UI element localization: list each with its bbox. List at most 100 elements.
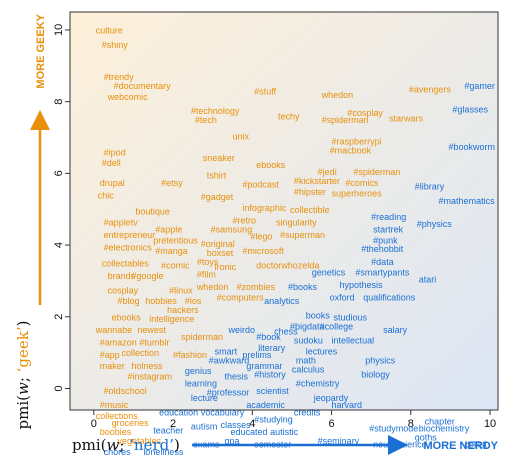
word-point-geek: whedon xyxy=(196,282,229,292)
word-point-nerd: #books xyxy=(288,282,318,292)
y-tick-label: 8 xyxy=(53,99,65,105)
word-point-nerd: autistic xyxy=(270,427,299,437)
word-point-geek: #electronics xyxy=(104,242,153,252)
word-point-geek: #technology xyxy=(191,106,240,116)
word-point-geek: #zombies xyxy=(236,282,275,292)
word-point-geek: #manga xyxy=(155,246,188,256)
y-axis-title: pmi(w; ‘geek’) xyxy=(14,321,32,430)
word-point-nerd: vocabulary xyxy=(201,407,245,417)
word-point-geek: #tumblr xyxy=(139,337,169,347)
word-point-geek: starwars xyxy=(389,113,424,123)
word-point-geek: newest xyxy=(137,325,166,335)
word-point-nerd: qualifications xyxy=(363,293,416,303)
word-point-nerd: cellist xyxy=(464,440,487,450)
word-point-nerd: #data xyxy=(371,257,394,267)
word-point-geek: ebooks xyxy=(256,160,286,170)
word-point-nerd: teacher xyxy=(153,425,183,435)
word-point-geek: #fashion xyxy=(173,350,207,360)
word-point-nerd: math xyxy=(296,355,316,365)
word-point-geek: collectible xyxy=(290,205,330,215)
word-point-nerd: biology xyxy=(361,370,390,380)
word-point-nerd: biochemistry xyxy=(419,424,470,434)
word-point-nerd: #book xyxy=(256,332,281,342)
word-point-geek: #avengers xyxy=(409,85,452,95)
word-point-geek: whedon xyxy=(321,90,354,100)
word-point-geek: zelda xyxy=(298,260,320,270)
x-tick-label: 4 xyxy=(249,418,255,430)
word-point-nerd: #studymode xyxy=(369,424,418,434)
word-point-geek: holness xyxy=(131,361,163,371)
word-point-nerd: chapter xyxy=(425,416,455,426)
word-point-geek: #kickstarter xyxy=(294,176,340,186)
x-tick-label: 2 xyxy=(170,418,176,430)
word-point-nerd: #studying xyxy=(254,415,293,425)
y-direction-label: MORE GEEKY xyxy=(35,13,47,88)
word-point-geek: #stuff xyxy=(254,86,276,96)
word-point-nerd: prelims xyxy=(242,350,272,360)
word-point-nerd: #awkward xyxy=(209,355,250,365)
word-point-nerd: studious xyxy=(334,312,368,322)
word-point-geek: maker xyxy=(100,361,125,371)
word-point-geek: chic xyxy=(98,190,115,200)
word-point-nerd: hypothesis xyxy=(339,280,383,290)
word-point-nerd: salary xyxy=(383,325,408,335)
word-point-geek: #oldschool xyxy=(104,386,147,396)
word-point-geek: #comic xyxy=(161,260,190,270)
word-point-geek: #spiderman xyxy=(322,115,369,125)
word-point-geek: #computers xyxy=(217,293,265,303)
word-point-nerd: education xyxy=(159,407,198,417)
x-axis-ticks: 0 2 4 6 8 10 xyxy=(91,410,496,430)
x-tick-label: 0 xyxy=(91,418,97,430)
word-point-geek: #ios xyxy=(185,296,202,306)
word-point-geek: #trendy xyxy=(104,72,135,82)
word-point-nerd: weirdo xyxy=(228,325,256,335)
word-point-nerd: #bigdata xyxy=(290,321,325,331)
word-point-nerd: learning xyxy=(185,379,217,389)
word-point-nerd: genetics xyxy=(312,268,346,278)
y-tick-label: 2 xyxy=(53,314,65,320)
x-axis-title: pmi(w; ‘nerd’) xyxy=(72,436,180,454)
word-point-nerd: smart xyxy=(215,346,238,356)
word-point-nerd: gpa xyxy=(225,436,240,446)
word-point-geek: #original xyxy=(201,239,235,249)
word-point-geek: #gadget xyxy=(201,192,234,202)
word-point-nerd: #college xyxy=(320,321,354,331)
word-point-geek: #spiderman xyxy=(353,167,400,177)
word-point-nerd: academic xyxy=(246,400,285,410)
word-point-geek: hobbies xyxy=(145,296,177,306)
y-tick-label: 4 xyxy=(53,242,65,248)
word-point-geek: collectables xyxy=(102,259,150,269)
word-point-geek: #hipster xyxy=(294,187,326,197)
word-point-nerd: #smartypants xyxy=(355,268,410,278)
word-point-geek: culture xyxy=(96,26,123,36)
word-point-nerd: jeopardy xyxy=(313,393,349,403)
word-point-geek: #documentary xyxy=(114,81,172,91)
word-point-nerd: harvard xyxy=(332,400,363,410)
x-tick-label: 10 xyxy=(484,418,496,430)
word-point-geek: #music xyxy=(100,400,129,410)
word-point-nerd: #bookworm xyxy=(448,142,495,152)
word-point-nerd: lectures xyxy=(306,346,338,356)
word-point-nerd: atari xyxy=(419,275,437,285)
word-point-nerd: #reading xyxy=(371,212,406,222)
y-axis-ticks: 0 2 4 6 8 10 xyxy=(53,24,70,392)
word-point-geek: entrepreneur xyxy=(104,230,156,240)
word-point-geek: singularity xyxy=(276,217,317,227)
word-point-geek: techy xyxy=(278,112,300,122)
word-point-geek: #raspberrypi xyxy=(332,137,382,147)
word-point-nerd: grammar xyxy=(246,361,282,371)
word-point-geek: superheroes xyxy=(332,189,383,199)
word-point-nerd: analytics xyxy=(264,296,300,306)
word-point-nerd: goths xyxy=(415,432,438,442)
word-point-nerd: oxford xyxy=(330,293,355,303)
word-point-nerd: #gamer xyxy=(464,81,495,91)
word-point-geek: #dell xyxy=(102,158,121,168)
word-point-geek: webcomic xyxy=(107,92,149,102)
word-point-geek: boobies xyxy=(100,427,132,437)
word-point-nerd: #chemistry xyxy=(296,379,340,389)
word-point-nerd: scientist xyxy=(256,386,289,396)
word-point-geek: #amazon xyxy=(100,337,137,347)
x-tick-label: 8 xyxy=(408,418,414,430)
word-point-geek: hackers xyxy=(167,305,199,315)
word-point-nerd: #library xyxy=(415,181,445,191)
